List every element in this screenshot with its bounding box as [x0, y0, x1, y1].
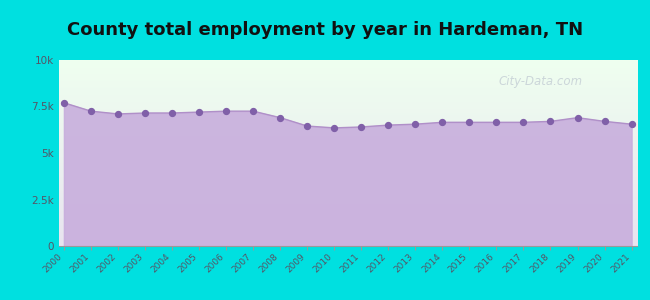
Point	[167, 111, 177, 116]
Point	[140, 111, 150, 116]
Point	[464, 120, 474, 125]
Text: County total employment by year in Hardeman, TN: County total employment by year in Harde…	[67, 21, 583, 39]
Point	[437, 120, 448, 125]
Point	[491, 120, 502, 125]
Text: City-Data.com: City-Data.com	[498, 75, 582, 88]
Point	[545, 119, 556, 124]
Point	[275, 115, 285, 120]
Point	[573, 115, 583, 120]
Point	[86, 109, 96, 113]
Point	[599, 119, 610, 124]
Point	[329, 125, 339, 130]
Point	[410, 122, 421, 127]
Point	[248, 109, 258, 113]
Point	[356, 124, 367, 129]
Point	[58, 100, 69, 105]
Point	[221, 109, 231, 113]
Point	[112, 112, 123, 116]
Point	[383, 123, 393, 128]
Point	[302, 124, 313, 128]
Point	[627, 122, 637, 127]
Point	[518, 120, 528, 125]
Point	[194, 110, 204, 115]
